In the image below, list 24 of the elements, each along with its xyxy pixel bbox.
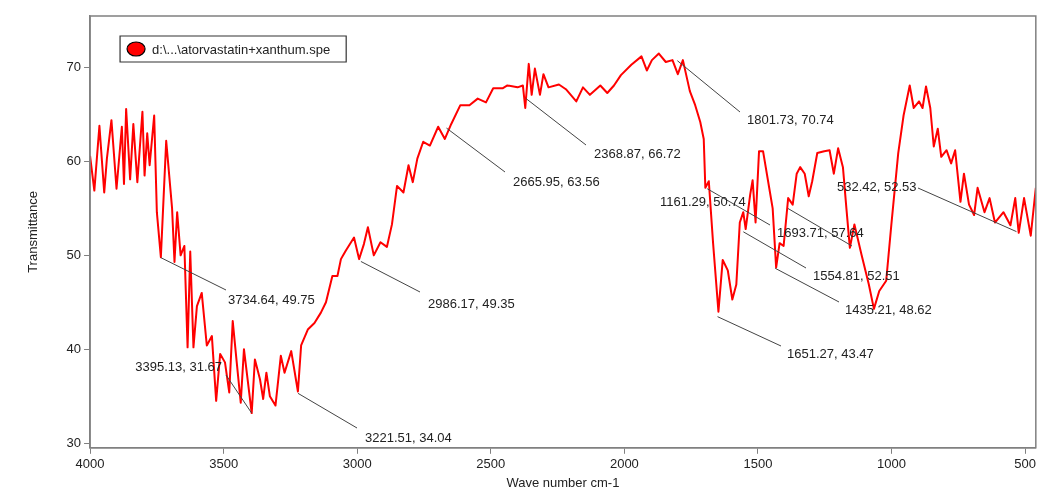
annotation: 2665.95, 63.56 [513, 174, 600, 189]
annotation: 3734.64, 49.75 [228, 292, 315, 307]
y-tick-label: 30 [66, 434, 82, 450]
x-tick-label: 4000 [75, 456, 105, 472]
x-axis-title: Wave number cm-1 [506, 474, 620, 490]
annotation: 1435.21, 48.62 [845, 302, 932, 317]
x-tick-label: 3000 [342, 456, 372, 472]
annotation: 1651.27, 43.47 [787, 346, 874, 361]
y-tick-label: 50 [66, 246, 82, 262]
x-tick-label: 1000 [877, 456, 907, 472]
annotation: 1801.73, 70.74 [747, 112, 834, 127]
x-tick-label: 500 [1014, 456, 1036, 472]
x-tick-label: 3500 [209, 456, 239, 472]
annotation: 2986.17, 49.35 [428, 296, 515, 311]
y-tick-label: 60 [66, 153, 82, 169]
y-axis-title: Transmittance [25, 190, 41, 273]
x-tick-label: 2000 [609, 456, 639, 472]
x-tick-label: 1500 [743, 456, 773, 472]
y-tick-label: 40 [66, 340, 82, 356]
annotation: 3221.51, 34.04 [365, 430, 452, 445]
y-tick-label: 70 [66, 59, 82, 75]
legend-label: d:\...\atorvastatin+xanthum.spe [152, 41, 331, 57]
x-tick-label: 2500 [476, 456, 506, 472]
annotation: 2368.87, 66.72 [594, 146, 681, 161]
